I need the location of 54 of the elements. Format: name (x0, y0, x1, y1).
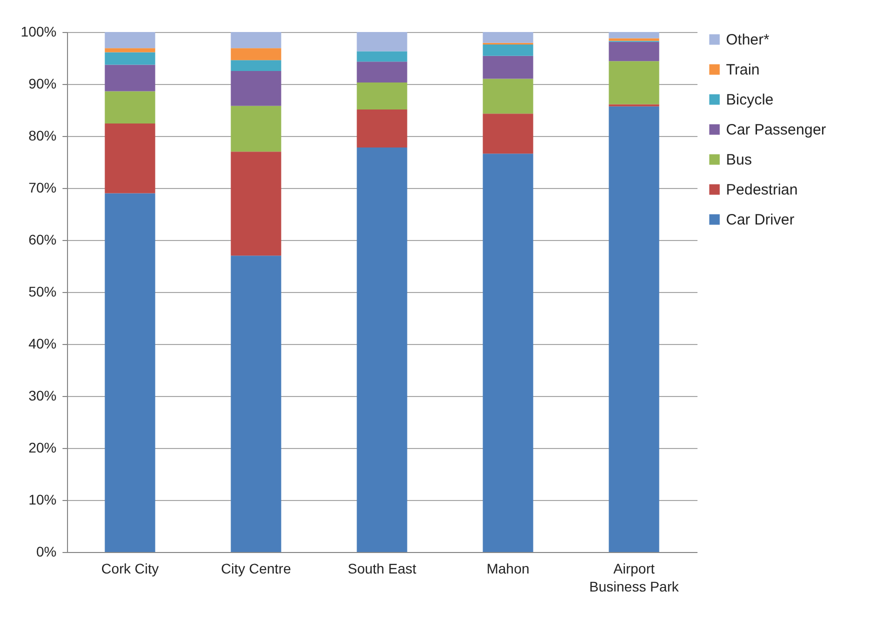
bar (356, 51, 408, 62)
y-tick-label: 0% (36, 544, 56, 560)
bar (230, 32, 282, 48)
legend-label: Other* (726, 32, 770, 48)
bar (356, 62, 408, 82)
bar (230, 71, 282, 106)
x-tick-label: Airport Business Park (589, 560, 680, 594)
bar (104, 124, 156, 194)
y-tick-label: 90% (28, 76, 56, 92)
x-tick-label: South East (348, 560, 416, 576)
y-tick-label: 100% (20, 24, 56, 40)
y-tick-label: 50% (28, 284, 56, 300)
bar (608, 61, 660, 104)
y-tick-label: 60% (28, 232, 56, 248)
bar (482, 32, 534, 43)
bar (104, 52, 156, 65)
bar (356, 82, 408, 110)
legend-label: Pedestrian (726, 182, 798, 198)
bar (356, 32, 408, 52)
bar (356, 147, 408, 552)
y-tick-label: 80% (28, 128, 56, 144)
bar (104, 91, 156, 124)
bar (482, 154, 534, 552)
bar (482, 44, 534, 56)
bar (608, 32, 660, 38)
bar (230, 256, 282, 552)
legend-label: Car Passenger (726, 122, 826, 138)
bar (608, 42, 660, 62)
y-tick-label: 30% (28, 388, 56, 404)
bar (482, 78, 534, 114)
bar (482, 114, 534, 154)
bar (104, 64, 156, 92)
bar (104, 32, 156, 48)
bar (608, 106, 660, 552)
x-tick-label: Mahon (486, 560, 530, 576)
bar (230, 48, 282, 60)
x-tick-label: Cork City (101, 560, 159, 576)
bar (230, 152, 282, 256)
bar (356, 109, 408, 148)
bar (482, 56, 534, 79)
legend-label: Bicycle (726, 92, 774, 108)
legend-label: Bus (726, 152, 752, 168)
bar (104, 48, 156, 52)
y-tick-label: 10% (28, 492, 56, 508)
y-tick-label: 40% (28, 336, 56, 352)
bar (230, 106, 282, 152)
y-tick-label: 70% (28, 180, 56, 196)
x-tick-label: City Centre (220, 560, 292, 576)
legend-label: Train (726, 62, 760, 78)
bar (230, 60, 282, 71)
bar (104, 193, 156, 552)
bar (608, 38, 660, 41)
legend-label: Car Driver (726, 212, 794, 228)
y-tick-label: 20% (28, 440, 56, 456)
